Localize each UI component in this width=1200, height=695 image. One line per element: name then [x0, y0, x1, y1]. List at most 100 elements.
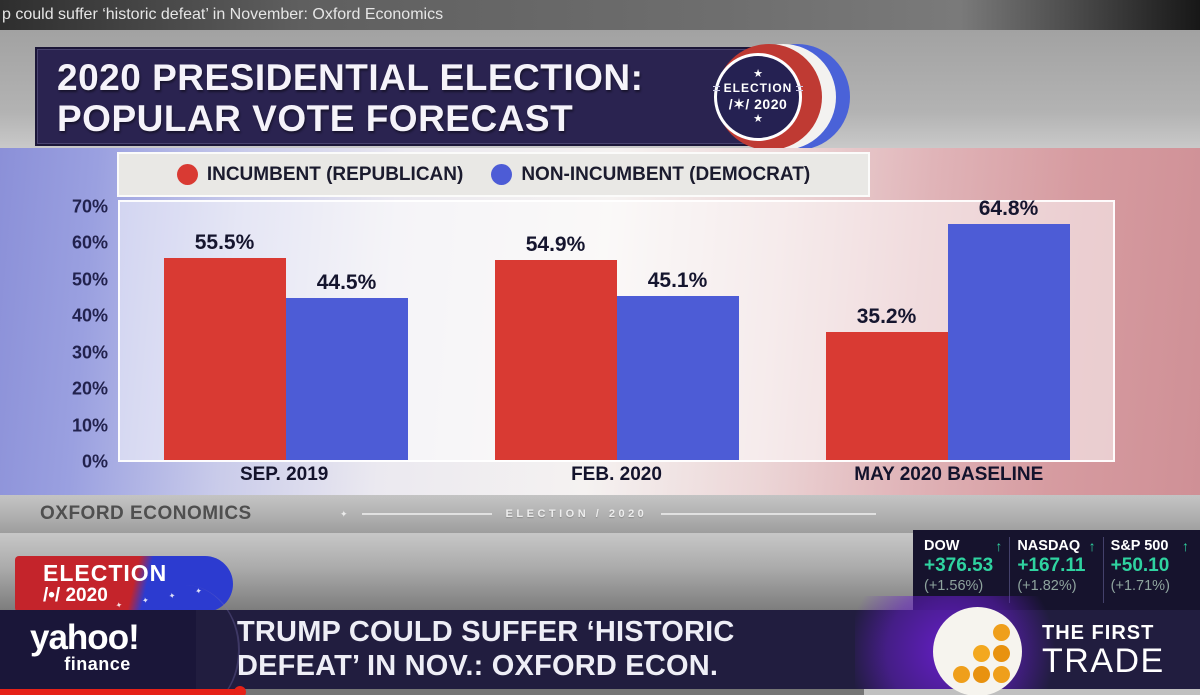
- chart-legend: INCUMBENT (REPUBLICAN) NON-INCUMBENT (DE…: [117, 152, 870, 197]
- star-icon: ★: [753, 68, 763, 80]
- progress-handle[interactable]: [234, 686, 246, 695]
- pill-election-label: ELECTION: [43, 560, 168, 586]
- show-title: THE FIRST TRADE: [1042, 622, 1165, 681]
- yahoo-logo-text: yahoo!: [30, 618, 140, 657]
- watermark-label: ELECTION / 2020: [505, 508, 648, 520]
- bar-group: 54.9% 45.1%: [451, 205, 782, 460]
- logo-dot: [993, 666, 1010, 683]
- x-axis-label: FEB. 2020: [571, 464, 662, 485]
- y-axis-tick: 70%: [71, 196, 108, 217]
- chart-title-line2: POPULAR VOTE FORECAST: [57, 98, 574, 140]
- ticker-item-s-p-500: S&P 500 ↑ +50.10 (+1.71%): [1104, 537, 1196, 603]
- bar-value-label: 44.5%: [316, 270, 377, 294]
- up-arrow-icon: ↑: [995, 538, 1003, 554]
- legend-label-republican: INCUMBENT (REPUBLICAN): [206, 163, 464, 185]
- chart-header: 2020 PRESIDENTIAL ELECTION: POPULAR VOTE…: [35, 47, 777, 146]
- video-title-link[interactable]: p could suffer ‘historic defeat’ in Nove…: [2, 6, 444, 23]
- bar-value-label: 55.5%: [194, 230, 255, 254]
- show-title-line2: TRADE: [1042, 642, 1165, 680]
- logo-dot: [973, 666, 990, 683]
- ticker-change-percent: (+1.71%): [1110, 578, 1170, 594]
- first-trade-dot-chart-logo-icon: [933, 607, 1022, 695]
- logo-dot: [953, 666, 970, 683]
- yahoo-finance-text: finance: [64, 654, 131, 674]
- y-axis-tick: 40%: [71, 305, 108, 326]
- star-icon: ★: [753, 113, 763, 125]
- bar-wrap: 44.5%: [285, 270, 408, 460]
- bar-wrap: 35.2%: [825, 304, 948, 460]
- y-axis-tick: 10%: [71, 415, 108, 436]
- y-axis-tick: 0%: [81, 451, 108, 472]
- badge-year-label: /✶/ 2020: [728, 96, 788, 112]
- legend-dot-blue-icon: [491, 164, 513, 185]
- watermark-line: [661, 513, 877, 515]
- watermark-line: [361, 513, 492, 515]
- y-axis-tick: 50%: [71, 269, 108, 290]
- star-icon: ✦: [340, 508, 348, 519]
- yahoo-finance-logo: yahoo! finance: [30, 618, 140, 675]
- chart-title: 2020 PRESIDENTIAL ELECTION: POPULAR VOTE…: [37, 49, 775, 140]
- logo-dot: [993, 645, 1010, 662]
- panel-curve-divider: [130, 585, 240, 695]
- ticker-change-value: +376.53: [924, 555, 994, 576]
- yahoo-finance-panel: yahoo! finance: [0, 585, 240, 695]
- bar-non-incumbent-democrat: [285, 297, 408, 460]
- bar-value-label: 35.2%: [856, 304, 917, 328]
- ticker-index-name: NASDAQ: [1017, 538, 1081, 554]
- legend-label-democrat: NON-INCUMBENT (DEMOCRAT): [521, 163, 811, 185]
- election-2020-badge: ★ ELECTION /✶/ 2020 ★: [714, 53, 802, 141]
- y-axis-tick: 20%: [71, 378, 108, 399]
- chyron-headline: TRUMP COULD SUFFER ‘HISTORIC DEFEAT’ IN …: [237, 616, 735, 684]
- bar-wrap: 54.9%: [494, 233, 617, 460]
- video-title-bar: p could suffer ‘historic defeat’ in Nove…: [0, 0, 1200, 30]
- source-label: OXFORD ECONOMICS: [40, 503, 252, 524]
- bar-non-incumbent-democrat: [947, 223, 1070, 460]
- bar-wrap: 64.8%: [947, 196, 1070, 460]
- y-axis-tick: 60%: [71, 232, 108, 253]
- legend-item-democrat: NON-INCUMBENT (DEMOCRAT): [491, 164, 810, 186]
- bar-wrap: 55.5%: [163, 230, 286, 460]
- election-2020-pill: ELECTION /•/ 2020 ✦ ✦ ✦ ✦: [15, 556, 233, 612]
- ticker-change-percent: (+1.56%): [924, 578, 984, 594]
- bar-value-label: 54.9%: [525, 233, 586, 257]
- ticker-index-name: S&P 500: [1110, 538, 1169, 554]
- bar-group: 55.5% 44.5%: [120, 205, 451, 460]
- ticker-index-name: DOW: [924, 538, 960, 554]
- ticker-change-value: +167.11: [1017, 555, 1086, 576]
- bar-wrap: 45.1%: [616, 268, 739, 460]
- video-progress-bar[interactable]: [0, 686, 1200, 695]
- bars-row: 55.5% 44.5% 54.9% 45.1% 35.2% 64.8%: [120, 197, 1113, 460]
- x-axis-labels: SEP. 2019 FEB. 2020 MAY 2020 BASELINE: [118, 464, 1115, 486]
- ticker-change-value: +50.10: [1110, 555, 1170, 576]
- source-strip: OXFORD ECONOMICS ✦ ELECTION / 2020: [0, 495, 1200, 533]
- show-title-line1: THE FIRST: [1042, 622, 1155, 644]
- badge-election-label: ELECTION: [713, 81, 804, 95]
- bar-incumbent-republican: [163, 257, 286, 460]
- ticker-item-dow: DOW ↑ +376.53 (+1.56%): [917, 537, 1011, 603]
- election-watermark: ✦ ELECTION / 2020: [340, 495, 877, 533]
- bar-non-incumbent-democrat: [616, 295, 739, 460]
- progress-played-segment: [0, 689, 240, 695]
- bar-value-label: 45.1%: [647, 268, 708, 292]
- bar-value-label: 64.8%: [978, 196, 1039, 220]
- progress-unbuffered-segment: [864, 689, 1200, 695]
- chyron-headline-line2: DEFEAT’ IN NOV.: OXFORD ECON.: [237, 649, 719, 682]
- bar-incumbent-republican: [494, 260, 617, 460]
- x-axis-label: MAY 2020 BASELINE: [854, 464, 1044, 485]
- plot-panel: 55.5% 44.5% 54.9% 45.1% 35.2% 64.8%: [118, 197, 1115, 462]
- chyron-headline-line1: TRUMP COULD SUFFER ‘HISTORIC: [237, 616, 735, 648]
- bar-incumbent-republican: [825, 331, 948, 460]
- logo-dot: [993, 624, 1010, 641]
- up-arrow-icon: ↑: [1181, 538, 1189, 554]
- y-axis: 70% 60% 50% 40% 30% 20% 10% 0%: [40, 197, 108, 472]
- pill-year-label: /•/ 2020: [43, 585, 108, 606]
- logo-dot: [973, 645, 990, 662]
- x-axis-label: SEP. 2019: [239, 464, 329, 485]
- y-axis-tick: 30%: [71, 342, 108, 363]
- bar-group: 35.2% 64.8%: [782, 197, 1113, 460]
- chart-title-line1: 2020 PRESIDENTIAL ELECTION:: [57, 57, 644, 98]
- ticker-item-nasdaq: NASDAQ ↑ +167.11 (+1.82%): [1010, 537, 1104, 603]
- legend-item-republican: INCUMBENT (REPUBLICAN): [176, 163, 464, 186]
- legend-dot-red-icon: [176, 164, 198, 185]
